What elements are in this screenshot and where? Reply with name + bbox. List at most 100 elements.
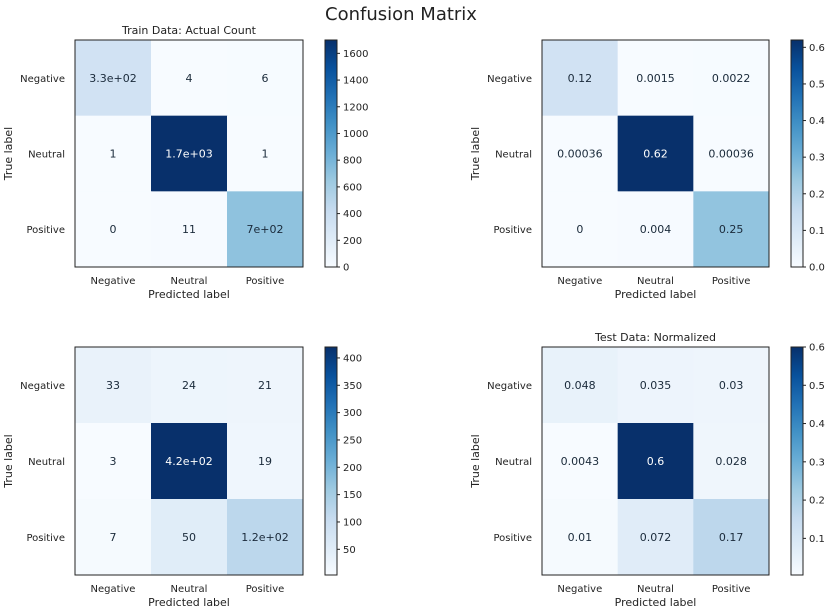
colorbar-tick-label: 0.3: [809, 153, 825, 164]
y-tick-label: Positive: [26, 225, 65, 236]
cell-value: 3: [110, 455, 117, 468]
y-tick-label: Positive: [26, 533, 65, 544]
cell-value: 0.25: [719, 223, 744, 236]
panel-title: Train Data: Actual Count: [121, 24, 257, 37]
y-tick-label: Neutral: [28, 457, 65, 468]
x-tick-label: Positive: [246, 584, 285, 595]
matrix-cell: [693, 191, 770, 268]
matrix-frame: [541, 39, 770, 268]
colorbar-tick-label: 200: [343, 236, 362, 247]
cell-value: 0.62: [643, 148, 668, 161]
colorbar-tick-label: 400: [343, 353, 362, 364]
colorbar-tick-label: 0.4: [809, 419, 825, 430]
colorbar-tick-label: 800: [343, 156, 362, 167]
x-tick-label: Neutral: [637, 276, 674, 287]
matrix-cell: [151, 423, 228, 500]
matrix-cell: [227, 40, 304, 117]
cell-value: 0.072: [640, 531, 672, 544]
colorbar-tick-label: 0.6: [809, 343, 825, 354]
cell-value: 7: [110, 531, 117, 544]
cell-value: 0: [110, 223, 117, 236]
x-tick-label: Neutral: [171, 276, 208, 287]
colorbar-tick-label: 0: [343, 263, 349, 274]
matrix-frame: [74, 346, 304, 576]
matrix-cell: [693, 347, 770, 424]
colorbar-tick-label: 300: [343, 408, 362, 419]
matrix-cell: [542, 423, 619, 500]
x-tick-label: Negative: [91, 584, 136, 595]
colorbar-tick-label: 150: [343, 490, 362, 501]
cell-value: 0.03: [719, 379, 744, 392]
colorbar-tick-label: 1400: [343, 76, 368, 87]
figure-title: Confusion Matrix: [325, 4, 477, 25]
colorbar-tick-label: 350: [343, 381, 362, 392]
matrix-cell: [227, 347, 304, 424]
cell-value: 4: [186, 72, 193, 85]
matrix-cell: [542, 347, 619, 424]
colorbar: [324, 346, 338, 576]
matrix-cell: [227, 115, 304, 192]
matrix-cell: [693, 499, 770, 576]
x-tick-label: Positive: [712, 276, 751, 287]
cell-value: 0.0043: [561, 455, 600, 468]
colorbar-tick-label: 0.5: [809, 79, 825, 90]
cell-value: 33: [106, 379, 120, 392]
panel-title: Test Data: Normalized: [594, 331, 716, 344]
matrix-cell: [693, 40, 770, 117]
matrix-cell: [227, 191, 304, 268]
colorbar-tick-label: 200: [343, 463, 362, 474]
colorbar-tick-label: 0.4: [809, 116, 825, 127]
matrix-cell: [542, 499, 619, 576]
cell-value: 0.004: [640, 223, 672, 236]
colorbar-tick-label: 0.3: [809, 457, 825, 468]
colorbar: [790, 39, 804, 268]
y-tick-label: Positive: [493, 533, 532, 544]
colorbar-tick-label: 0.2: [809, 189, 825, 200]
x-tick-label: Neutral: [171, 584, 208, 595]
matrix-cell: [617, 40, 694, 117]
cell-value: 50: [182, 531, 196, 544]
colorbar-tick-label: 600: [343, 182, 362, 193]
matrix-cell: [227, 499, 304, 576]
y-tick-label: Negative: [20, 381, 65, 392]
colorbar-tick-label: 1000: [343, 129, 368, 140]
y-tick-label: Negative: [20, 74, 65, 85]
matrix-cell: [617, 347, 694, 424]
colorbar-tick-label: 50: [343, 545, 356, 556]
colorbar-tick-label: 0.6: [809, 43, 825, 54]
x-tick-label: Negative: [557, 584, 602, 595]
x-axis-label: Predicted label: [148, 288, 230, 301]
matrix-frame: [74, 39, 304, 268]
x-axis-label: Predicted label: [148, 596, 230, 609]
colorbar-tick-label: 0.1: [809, 534, 825, 545]
cell-value: 0.0015: [636, 72, 675, 85]
colorbar-tick-label: 0.1: [809, 226, 825, 237]
cell-value: 11: [182, 223, 196, 236]
cell-value: 19: [258, 455, 272, 468]
colorbar-tick-label: 1200: [343, 102, 368, 113]
colorbar-tick-label: 100: [343, 517, 362, 528]
cell-value: 0.035: [640, 379, 672, 392]
y-tick-label: Neutral: [495, 457, 532, 468]
x-tick-label: Neutral: [637, 584, 674, 595]
cell-value: 1: [110, 148, 117, 161]
cell-value: 3.3e+02: [89, 72, 136, 85]
matrix-cell: [75, 191, 152, 268]
x-tick-label: Negative: [91, 276, 136, 287]
cell-value: 1.2e+02: [241, 531, 288, 544]
matrix-cell: [617, 423, 694, 500]
matrix-cell: [75, 40, 152, 117]
matrix-cell: [617, 499, 694, 576]
cell-value: 1.7e+03: [165, 148, 212, 161]
matrix-cell: [227, 423, 304, 500]
matrix-cell: [542, 115, 619, 192]
cell-value: 0.0022: [712, 72, 751, 85]
matrix-cell: [693, 423, 770, 500]
cell-value: 0.6: [647, 455, 665, 468]
colorbar-tick-label: 400: [343, 209, 362, 220]
colorbar-tick-label: 1600: [343, 49, 368, 60]
matrix-cell: [693, 115, 770, 192]
y-tick-label: Neutral: [495, 150, 532, 161]
cell-value: 0.048: [564, 379, 596, 392]
